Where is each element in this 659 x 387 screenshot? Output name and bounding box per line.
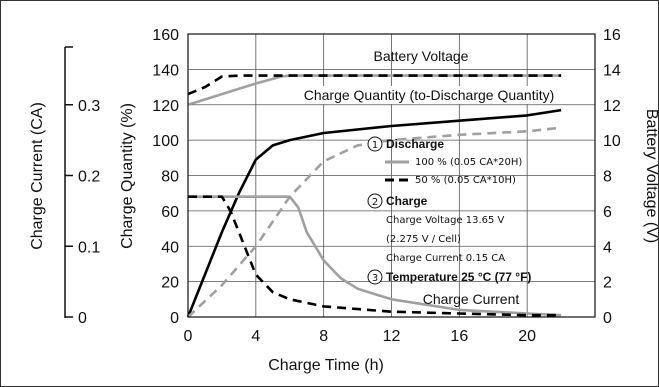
x-tick-label: 8 (319, 328, 328, 345)
temperature-number: 3 (372, 273, 378, 284)
charge-current-annotation: Charge Current (423, 291, 520, 307)
series-line-2 (186, 108, 562, 318)
charge-title: Charge (386, 194, 428, 208)
left-axis-label: Charge Quantity (%) (119, 103, 136, 249)
x-tick-label: 4 (251, 328, 260, 345)
right-tick-label: 0 (603, 310, 612, 327)
current-tick-label: 0.2 (78, 169, 100, 186)
right-tick-label: 6 (603, 204, 612, 221)
charge-quantity-annotation: Charge Quantity (to-Discharge Quantity) (304, 87, 555, 103)
legend-100-label: 100 % (0.05 CA*20H) (415, 157, 522, 168)
left-tick-label: 80 (161, 169, 179, 186)
legend-50-label: 50 % (0.05 CA*10H) (415, 175, 516, 186)
right-tick-label: 16 (603, 27, 621, 44)
x-tick-label: 0 (184, 328, 193, 345)
right-axis-label: Battery Voltage (V) (643, 109, 658, 243)
right-tick-label: 8 (603, 169, 612, 186)
left-tick-label: 40 (161, 239, 179, 256)
x-axis-label: Charge Time (h) (268, 357, 384, 374)
plot-area-border (187, 33, 596, 318)
x-tick-label: 16 (450, 328, 468, 345)
right-tick-label: 4 (603, 239, 612, 256)
current-axis-label: Charge Current (CA) (29, 102, 46, 250)
charge-number: 2 (372, 197, 378, 208)
charge-voltage-label: Charge Voltage 13.65 V (386, 215, 505, 226)
charge-quantity-annotation-bg (273, 86, 585, 104)
left-tick-label: 140 (152, 62, 179, 79)
left-tick-label: 100 (152, 133, 179, 150)
x-tick-label: 12 (383, 328, 401, 345)
temperature-number-marker (367, 269, 383, 285)
series-line-5 (188, 195, 562, 317)
left-tick-label: 20 (161, 275, 179, 292)
charge-number-marker (367, 193, 383, 209)
battery-voltage-annotation: Battery Voltage (374, 48, 469, 64)
current-tick-label: 0 (78, 310, 87, 327)
tick-labels: 0 4 8 12 16 200204060801001201401600246810121… (65, 27, 621, 345)
left-tick-label: 120 (152, 98, 179, 115)
conditions-legend: 1 Discharge 100 % (0.05 CA*20H) 50 % (0.… (367, 136, 531, 285)
discharge-number-marker (367, 136, 383, 152)
discharge-title: Discharge (386, 137, 444, 151)
series-line-1 (187, 74, 562, 96)
left-tick-label: 60 (161, 204, 179, 221)
current-tick-label: 0.1 (78, 239, 100, 256)
series-line-3 (187, 126, 562, 318)
temperature-title: Temperature 25 °C (77 °F) (386, 270, 531, 284)
left-tick-label: 0 (170, 310, 179, 327)
right-tick-label: 2 (603, 275, 612, 292)
x-tick-label: 20 (518, 328, 536, 345)
charge-voltage-cell-label: (2.275 V / Cell) (386, 234, 461, 245)
current-tick-label: 0.3 (78, 98, 100, 115)
series-lines (186, 74, 562, 318)
right-tick-label: 10 (603, 133, 621, 150)
discharge-number: 1 (372, 140, 378, 151)
right-tick-label: 12 (603, 98, 621, 115)
left-tick-label: 160 (152, 27, 179, 44)
series-line-4 (188, 195, 562, 317)
right-tick-label: 14 (603, 62, 621, 79)
charge-current-label: Charge Current 0.15 CA (386, 253, 505, 264)
